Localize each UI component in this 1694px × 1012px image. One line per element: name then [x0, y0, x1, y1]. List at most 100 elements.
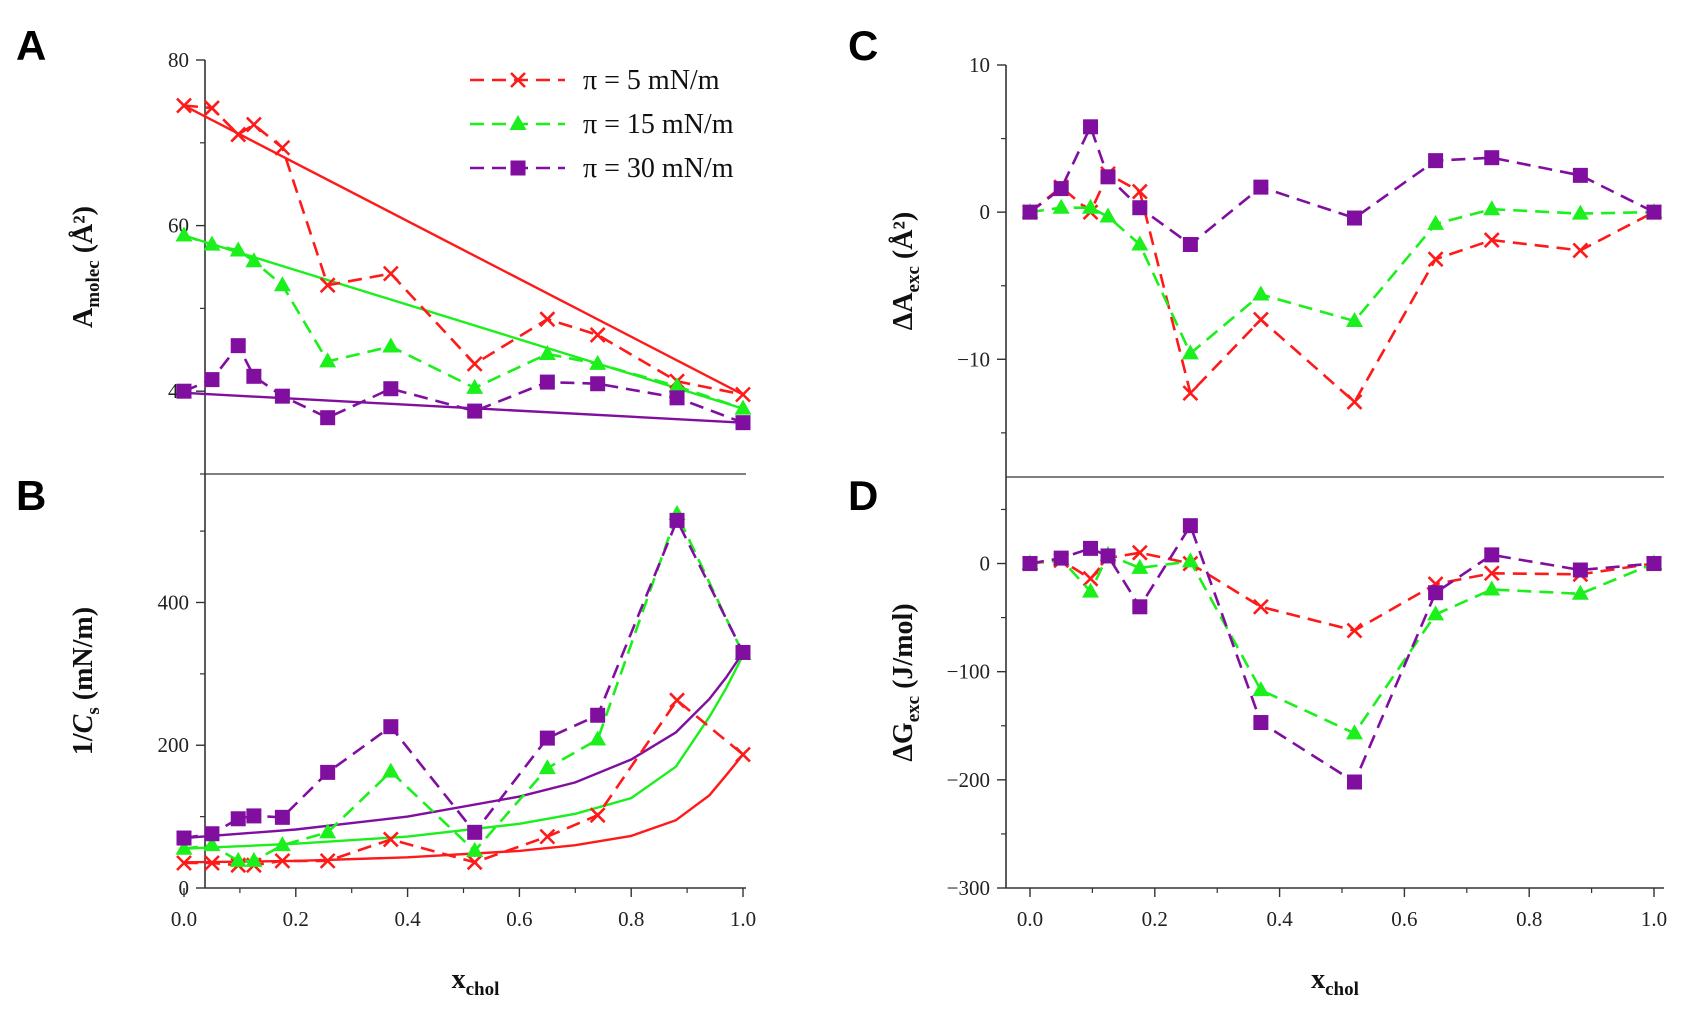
legend-label: π = 5 mN/m: [583, 65, 720, 96]
data-point: [589, 730, 607, 746]
data-point: [245, 252, 263, 268]
data-point: [319, 852, 336, 869]
data-point: [735, 386, 751, 403]
data-point: [589, 354, 607, 370]
data-point: [1427, 605, 1445, 621]
data-point: [176, 97, 192, 114]
y-tick-label: −100: [947, 660, 990, 684]
data-point: [1484, 547, 1500, 563]
data-point-b: [1483, 565, 1500, 582]
data-point-b: [466, 355, 483, 372]
x-tick-label: 0.8: [618, 907, 644, 931]
data-point-b: [274, 139, 291, 156]
data-point: [1572, 242, 1589, 259]
data-point: [1132, 200, 1148, 216]
data-point: [176, 830, 192, 846]
y-tick-label: 0: [980, 200, 991, 224]
panel-c: −10 0 10 ΔAexc (Å²) C: [848, 22, 1664, 478]
data-point: [1022, 556, 1038, 572]
data-point: [382, 831, 399, 848]
data-point: [246, 808, 262, 824]
y-tick-label: 200: [158, 733, 190, 757]
data-point: [539, 828, 556, 845]
data-point-b: [274, 852, 291, 869]
data-point: [1571, 584, 1589, 600]
data-point-b: [176, 97, 192, 114]
series-line: [1029, 551, 1655, 632]
data-point: [734, 399, 752, 415]
data-point: [1182, 518, 1198, 534]
legend-marker: [510, 160, 526, 176]
data-point: [319, 823, 337, 839]
data-point: [1132, 599, 1148, 615]
data-point: [466, 854, 483, 871]
series-line: [183, 510, 745, 863]
data-point: [467, 403, 483, 419]
x-tick-label: 0.8: [1516, 907, 1542, 931]
data-point: [1346, 622, 1363, 639]
data-point: [204, 826, 220, 842]
data-point-b: [466, 854, 483, 871]
data-point-b: [1572, 242, 1589, 259]
data-point: [204, 372, 220, 388]
series-line: [1029, 522, 1655, 784]
data-point: [1182, 237, 1198, 253]
data-point: [320, 410, 336, 426]
x-tick-label: 0.2: [283, 907, 309, 931]
data-point: [1253, 715, 1269, 731]
series-line: [1029, 206, 1655, 356]
data-point: [176, 855, 192, 871]
data-point: [230, 126, 247, 143]
data-point: [1053, 181, 1069, 197]
data-point-b: [539, 311, 556, 328]
data-point: [1484, 150, 1500, 166]
x-axis-title: xchol: [1311, 964, 1359, 1000]
x-tick-label: 0.6: [506, 907, 532, 931]
data-point-b: [204, 855, 220, 871]
y-tick-label: 400: [158, 590, 190, 614]
data-point: [1182, 385, 1199, 402]
data-point: [1100, 169, 1116, 185]
data-point: [590, 376, 606, 392]
data-point: [382, 337, 400, 353]
data-point: [175, 839, 193, 855]
data-point: [539, 311, 556, 328]
data-point: [1131, 183, 1148, 200]
data-point-b: [589, 326, 606, 343]
y-axis-title: Amolec (Å²): [68, 206, 104, 328]
data-point: [274, 809, 290, 825]
data-point: [1252, 311, 1269, 328]
data-point: [1572, 562, 1588, 578]
legend-marker-b: [510, 72, 526, 88]
x-tick-label: 1.0: [730, 907, 756, 931]
ideal-curve: [183, 753, 744, 864]
data-point: [175, 226, 193, 242]
data-point-b: [1182, 385, 1199, 402]
data-point: [273, 836, 291, 852]
y-tick-label: −200: [947, 768, 990, 792]
data-point-b: [1252, 598, 1269, 615]
data-point-b: [1427, 251, 1444, 268]
data-point: [319, 352, 337, 368]
data-point: [1483, 580, 1501, 596]
data-point: [1345, 724, 1363, 740]
data-point-b: [735, 746, 751, 763]
data-point: [1252, 681, 1270, 697]
data-point: [1253, 179, 1269, 195]
data-point: [1100, 548, 1116, 564]
y-axis-title: 1/Cs (mN/m): [68, 607, 104, 755]
y-axis-title: ΔGexc (J/mol): [888, 603, 924, 761]
data-point: [1181, 552, 1199, 568]
data-point: [589, 326, 606, 343]
data-point-b: [319, 277, 336, 294]
data-point: [1181, 344, 1199, 360]
data-point: [319, 277, 336, 294]
data-point-b: [1346, 394, 1363, 410]
data-point: [1082, 582, 1100, 598]
data-point-b: [1252, 311, 1269, 328]
legend: π = 5 mN/m π = 15 mN/m π = 30 mN/m: [470, 65, 734, 184]
y-tick-label: 0: [980, 552, 991, 576]
x-tick-label: 0.6: [1391, 907, 1417, 931]
